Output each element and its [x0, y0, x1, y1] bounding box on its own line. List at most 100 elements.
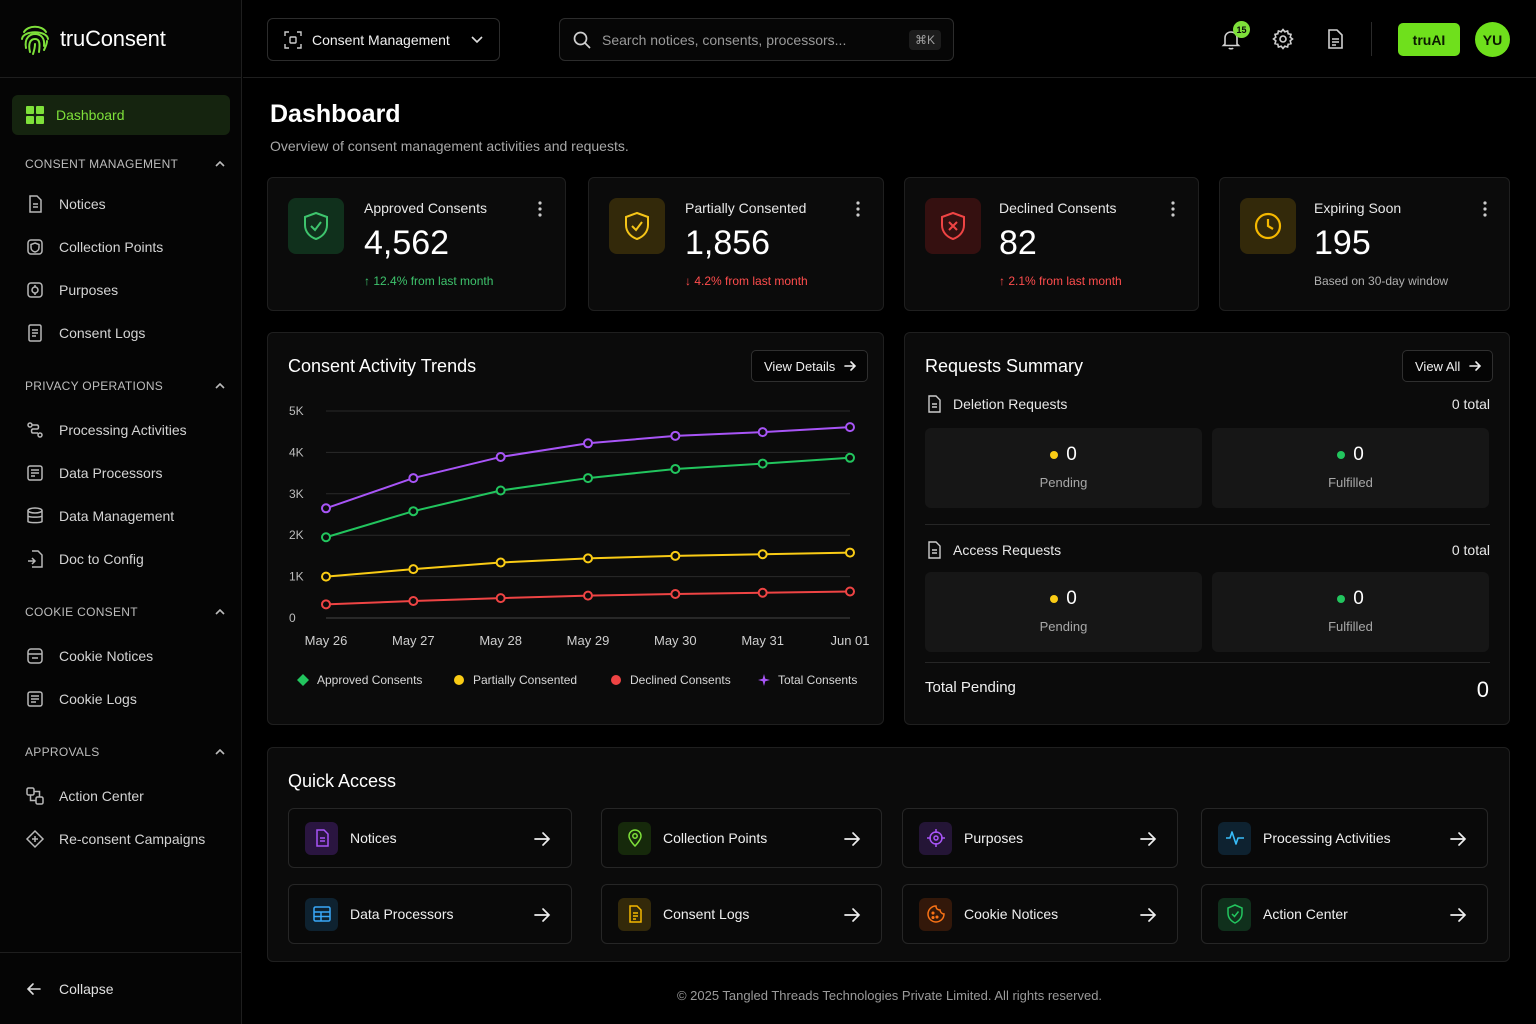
sidebar-item-consent-logs[interactable]: Consent Logs [25, 318, 230, 348]
bell-icon[interactable] [1219, 27, 1243, 51]
quick-access-consent-logs[interactable]: Consent Logs [601, 884, 882, 944]
fulfilled-count: 0 [1353, 444, 1364, 465]
brand[interactable]: truConsent [0, 0, 241, 78]
legend-item: Approved Consents [297, 673, 422, 687]
fulfilled-dot [1337, 595, 1346, 603]
access-total: 0 total [1451, 542, 1490, 558]
deletion-fulfilled-box[interactable]: 0 Fulfilled [1212, 428, 1489, 508]
quick-access-cookie-notices[interactable]: Cookie Notices [902, 884, 1178, 944]
shield-check-icon [1218, 897, 1251, 931]
section-consent-management[interactable]: CONSENT MANAGEMENT [25, 157, 225, 171]
clock-icon [1240, 198, 1296, 254]
document-icon [925, 395, 943, 413]
sidebar-item-action-center[interactable]: Action Center [25, 781, 230, 811]
section-approvals[interactable]: APPROVALS [25, 745, 225, 759]
arrow-right-icon [1449, 830, 1467, 848]
data-point [408, 473, 419, 484]
section-title: PRIVACY OPERATIONS [25, 379, 164, 393]
collapse-button[interactable]: Collapse [0, 952, 242, 1024]
section-cookie-consent[interactable]: COOKIE CONSENT [25, 605, 225, 619]
button-label: View All [1415, 358, 1461, 374]
data-point [495, 485, 506, 496]
quick-access-label: Notices [350, 830, 397, 846]
sidebar-item-cookie-logs[interactable]: Cookie Logs [25, 684, 230, 714]
sidebar-item-label: Cookie Logs [59, 691, 137, 707]
truai-button[interactable]: truAI [1398, 23, 1460, 56]
footer-copyright: © 2025 Tangled Threads Technologies Priv… [676, 988, 1103, 1003]
sidebar-item-notices[interactable]: Notices [25, 189, 230, 219]
arrow-left-icon [25, 980, 43, 998]
data-point [408, 596, 419, 607]
log-icon [25, 689, 45, 709]
section-title: CONSENT MANAGEMENT [25, 157, 179, 171]
stat-value: 82 [999, 224, 1037, 262]
page-title: Dashboard [270, 100, 401, 128]
arrow-right-icon [1139, 906, 1157, 924]
sidebar-item-collection-points[interactable]: Collection Points [25, 232, 230, 262]
deletion-pending-box[interactable]: 0 Pending [925, 428, 1202, 508]
stat-label: Expiring Soon [1314, 200, 1402, 216]
shield-x-icon [925, 198, 981, 254]
stat-card-declined[interactable]: Declined Consents 82 ↑ 2.1% from last mo… [904, 177, 1199, 311]
document-list-icon [25, 463, 45, 483]
sidebar-item-purposes[interactable]: Purposes [25, 275, 230, 305]
section-privacy-operations[interactable]: PRIVACY OPERATIONS [25, 379, 225, 393]
quick-access-collection-points[interactable]: Collection Points [601, 808, 882, 868]
shield-check-icon [609, 198, 665, 254]
stat-card-partial[interactable]: Partially Consented 1,856 ↓ 4.2% from la… [588, 177, 884, 311]
access-pending-box[interactable]: 0 Pending [925, 572, 1202, 652]
pending-dot [1050, 451, 1059, 459]
legend-item: Partially Consented [453, 673, 577, 687]
stat-card-approved[interactable]: Approved Consents 4,562 ↑ 12.4% from las… [267, 177, 566, 311]
button-label: View Details [764, 358, 836, 374]
sidebar-item-doc-to-config[interactable]: Doc to Config [25, 544, 230, 574]
data-point [495, 593, 506, 604]
stat-trend: ↑ 12.4% from last month [364, 274, 494, 288]
sidebar-item-label: Notices [59, 196, 106, 212]
access-fulfilled-box[interactable]: 0 Fulfilled [1212, 572, 1489, 652]
quick-access-action-center[interactable]: Action Center [1201, 884, 1488, 944]
x-tick-label: Jun 01 [830, 633, 869, 648]
search-input[interactable]: Search notices, consents, processors... … [559, 18, 954, 61]
topbar: Consent Management Search notices, conse… [243, 0, 1536, 78]
access-requests-header: Access Requests 0 total [925, 541, 1490, 559]
legend-item: Total Consents [758, 673, 857, 687]
stat-card-expiring[interactable]: Expiring Soon 195 Based on 30-day window [1219, 177, 1510, 311]
cookie-icon [919, 897, 952, 931]
arrow-right-icon [843, 906, 861, 924]
gear-icon[interactable] [1271, 27, 1295, 51]
x-tick-label: May 26 [305, 633, 348, 648]
data-point [670, 463, 681, 474]
sidebar-item-label: Re-consent Campaigns [59, 831, 206, 847]
data-point [495, 451, 506, 462]
module-select[interactable]: Consent Management [267, 18, 500, 61]
document-icon[interactable] [1323, 27, 1347, 51]
quick-access-processing-activities[interactable]: Processing Activities [1201, 808, 1488, 868]
section-title: COOKIE CONSENT [25, 605, 138, 619]
quick-access-data-processors[interactable]: Data Processors [288, 884, 572, 944]
data-point [845, 586, 855, 597]
sidebar-item-processing-activities[interactable]: Processing Activities [25, 415, 230, 445]
view-details-button[interactable]: View Details [751, 350, 869, 382]
sidebar-item-data-processors[interactable]: Data Processors [25, 458, 230, 488]
more-vertical-icon[interactable] [1482, 200, 1488, 218]
sidebar-item-dashboard[interactable]: Dashboard [12, 95, 230, 135]
circle-marker-icon [453, 674, 465, 686]
sidebar-item-cookie-notices[interactable]: Cookie Notices [25, 641, 230, 671]
quick-access-notices[interactable]: Notices [288, 808, 572, 868]
more-vertical-icon[interactable] [537, 200, 543, 218]
avatar[interactable]: YU [1475, 22, 1510, 57]
total-pending-value: 0 [1476, 677, 1489, 702]
data-point [757, 427, 768, 438]
sidebar-item-data-management[interactable]: Data Management [25, 501, 230, 531]
more-vertical-icon[interactable] [855, 200, 861, 218]
view-all-button[interactable]: View All [1402, 350, 1494, 382]
data-point [321, 532, 331, 543]
data-point [670, 588, 681, 599]
sidebar-item-label: Collection Points [59, 239, 164, 255]
data-point [321, 503, 331, 514]
quick-access-purposes[interactable]: Purposes [902, 808, 1178, 868]
more-vertical-icon[interactable] [1170, 200, 1176, 218]
sidebar-item-re-consent-campaigns[interactable]: Re-consent Campaigns [25, 824, 230, 854]
y-tick-label: 3K [289, 487, 304, 501]
